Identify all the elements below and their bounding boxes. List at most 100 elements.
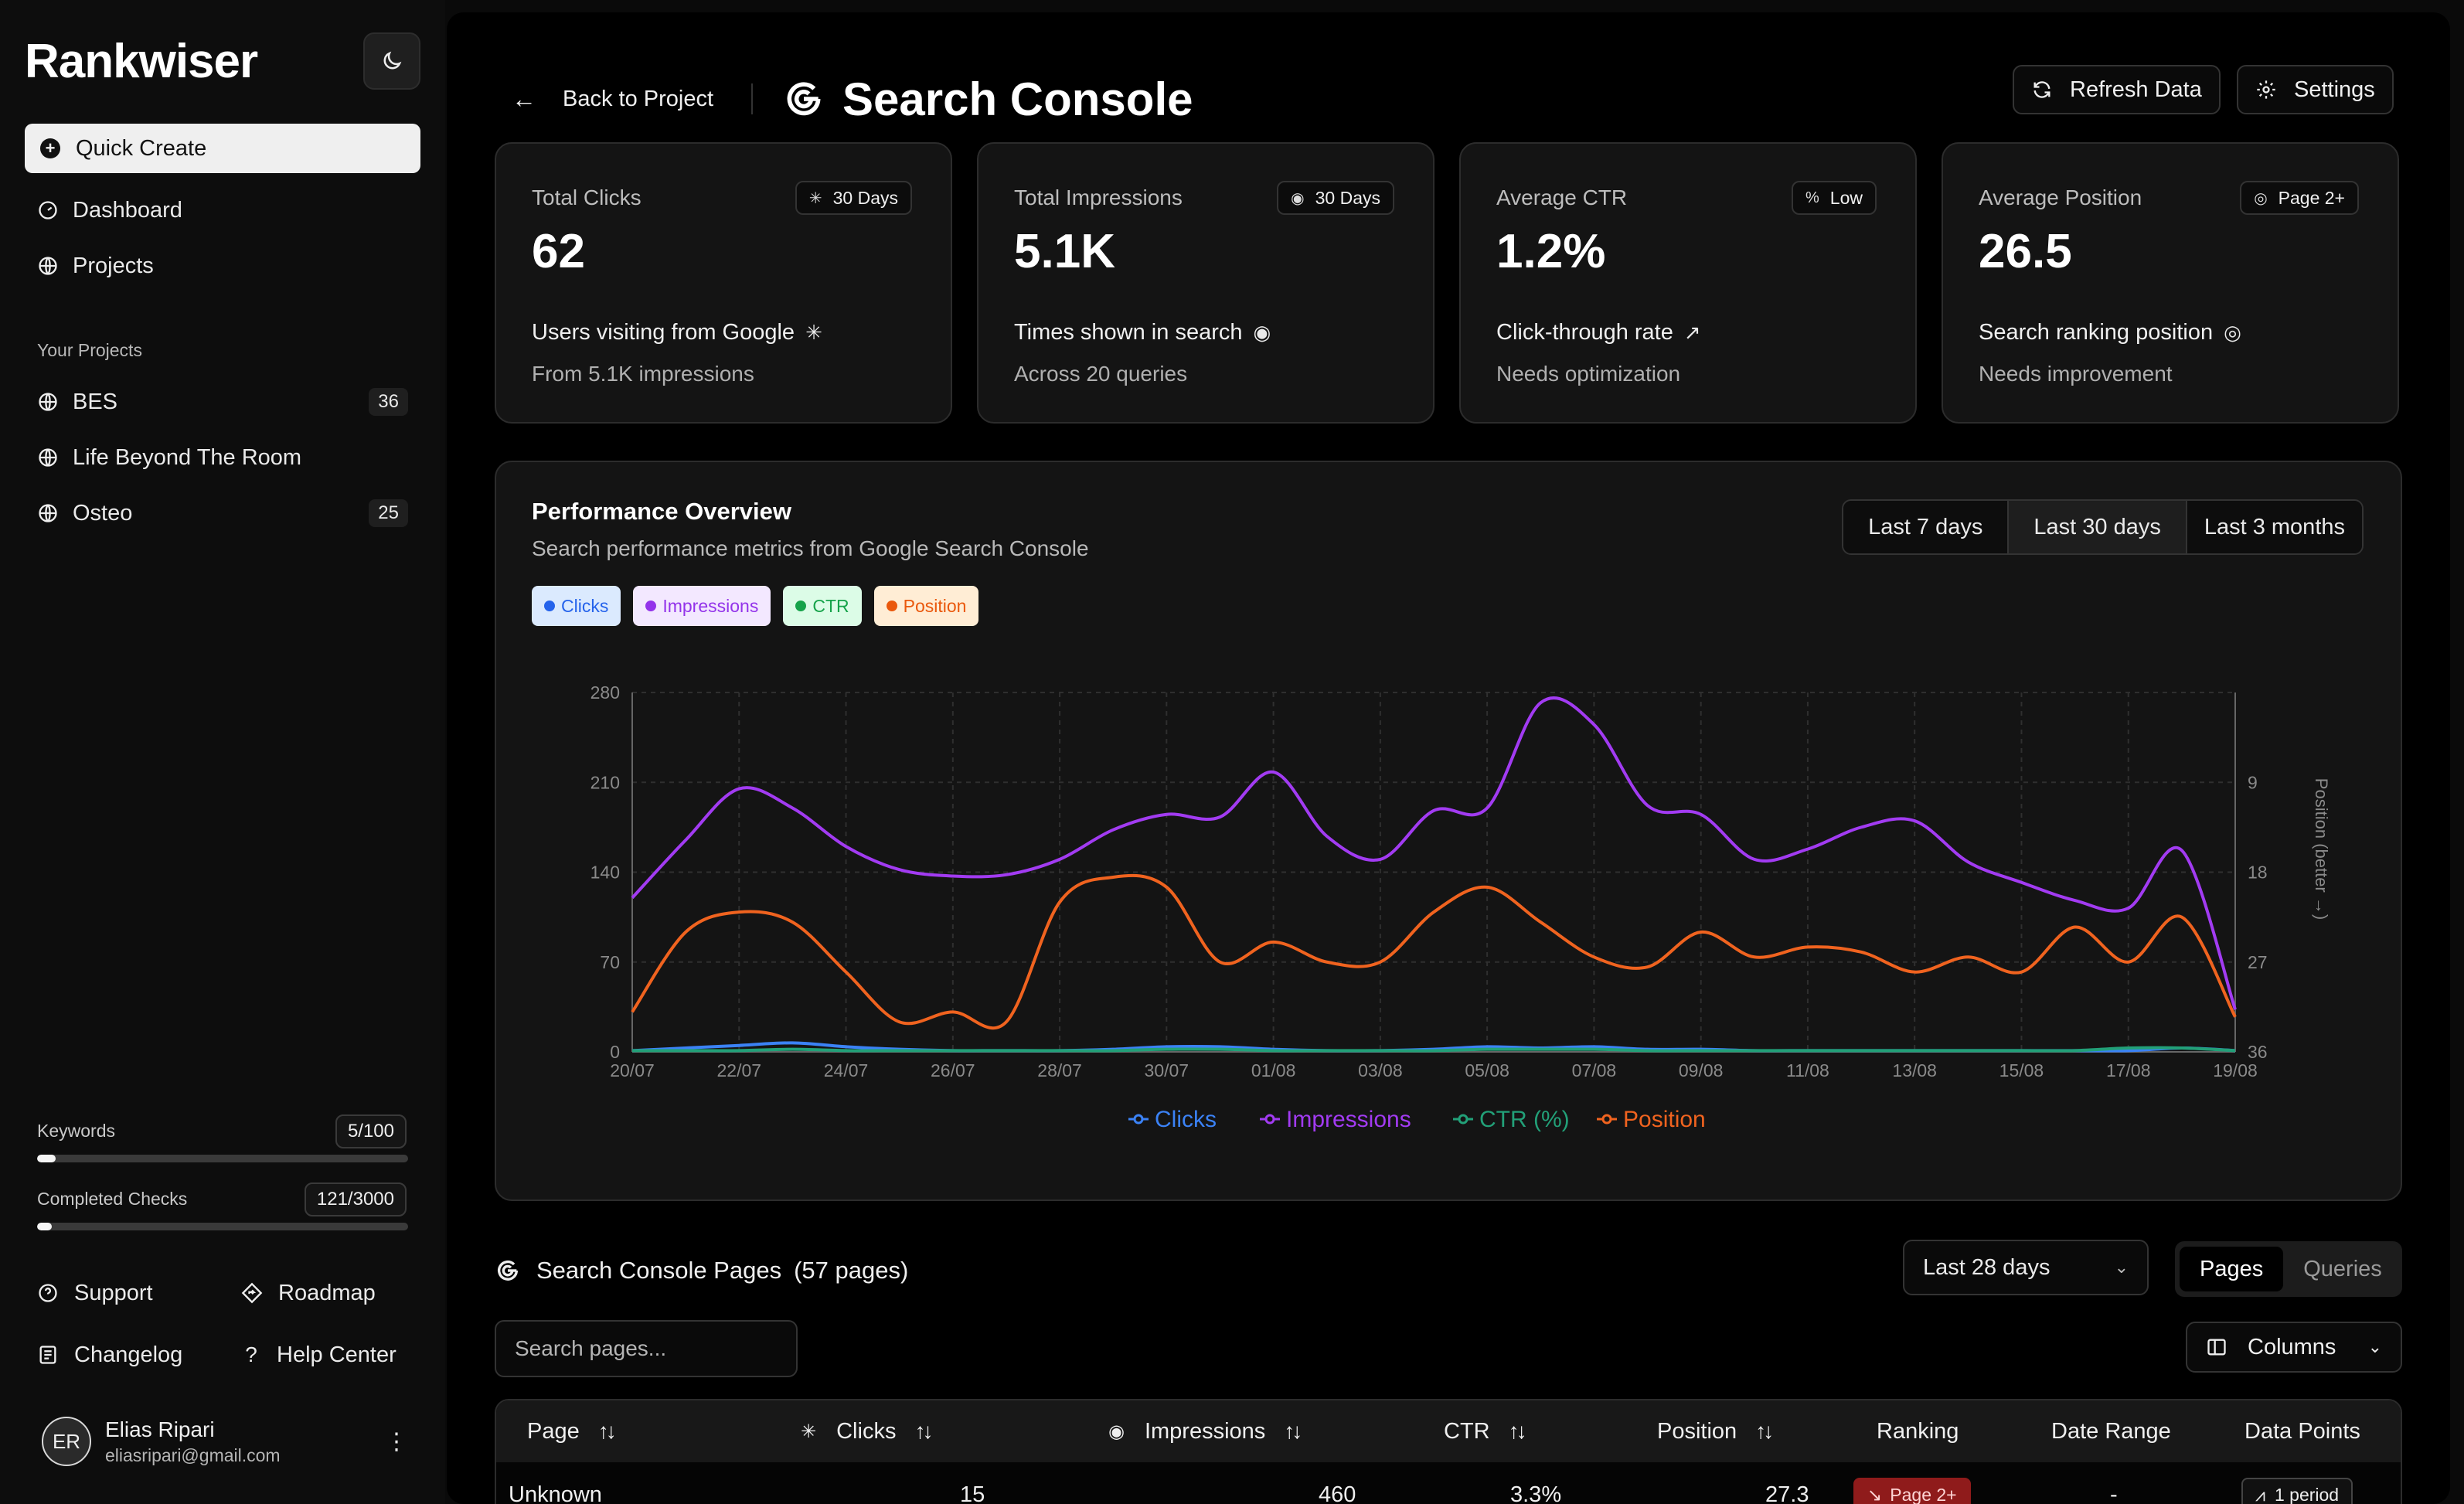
avatar: ER xyxy=(42,1417,91,1466)
refresh-icon xyxy=(2033,81,2050,98)
gauge-icon xyxy=(39,201,57,219)
target-icon: ◎ xyxy=(2254,189,2268,207)
x-tick-label: 30/07 xyxy=(1145,1060,1189,1080)
stat-subtext: Needs optimization xyxy=(1496,362,1681,386)
columns-button[interactable]: Columns ⌄ xyxy=(2186,1322,2402,1373)
tab-pages[interactable]: Pages xyxy=(2180,1247,2284,1291)
trending-down-icon: ↘ xyxy=(1867,1484,1883,1504)
sort-icon[interactable]: ↑↓ xyxy=(914,1419,933,1443)
project-item-bes[interactable]: BES 36 xyxy=(25,380,420,424)
changelog-link[interactable]: Changelog xyxy=(37,1336,182,1374)
legend-label: Impressions xyxy=(1286,1107,1411,1132)
checks-usage-fill xyxy=(37,1223,53,1230)
pages-table: Page ↑↓ ✳ Clicks ↑↓ ◉ Impressions ↑↓ CTR ↑↓ Po… xyxy=(495,1399,2402,1504)
tab-queries[interactable]: Queries xyxy=(2303,1256,2382,1281)
refresh-data-button[interactable]: Refresh Data xyxy=(2013,65,2221,114)
series-line-position xyxy=(631,873,2237,1029)
stat-card-total-impressions: Total Impressions ◉ 30 Days 5.1K Times sh… xyxy=(977,142,1434,424)
search-pages-input[interactable] xyxy=(495,1320,798,1377)
y-left-tick-label: 280 xyxy=(590,682,620,703)
y-left-tick-label: 70 xyxy=(600,952,620,972)
performance-chart: 0 70 140 210 280 20/07 22/07 24/07 26/07 28/07 30/… xyxy=(590,682,2331,1132)
x-tick-label: 13/08 xyxy=(1892,1060,1937,1080)
settings-button[interactable]: Settings xyxy=(2237,65,2394,114)
more-vertical-icon[interactable]: ⋮ xyxy=(385,1428,408,1455)
checks-usage-count: 121/3000 xyxy=(304,1182,407,1216)
sort-icon[interactable]: ↑↓ xyxy=(1508,1419,1527,1443)
sort-icon[interactable]: ↑↓ xyxy=(1284,1419,1302,1443)
column-header-ctr[interactable]: CTR ↑↓ xyxy=(1444,1400,1527,1462)
range-last-3-months[interactable]: Last 3 months xyxy=(2187,501,2362,553)
stat-label: Average Position xyxy=(1979,185,2142,209)
app-logo[interactable]: Rankwiser xyxy=(25,35,258,88)
pages-title-text: Search Console Pages xyxy=(536,1257,782,1284)
y-right-tick-label: 36 xyxy=(2248,1042,2268,1062)
column-header-date-range: Date Range xyxy=(2051,1400,2171,1462)
x-tick-label: 07/08 xyxy=(1572,1060,1617,1080)
stat-description: Click-through rate ↗ xyxy=(1496,320,1701,345)
chip-clicks[interactable]: Clicks xyxy=(532,586,621,626)
pages-queries-tabs: Pages Queries xyxy=(2175,1241,2402,1297)
legend-marker xyxy=(1264,1114,1275,1125)
column-header-page[interactable]: Page ↑↓ xyxy=(527,1400,617,1462)
sort-icon[interactable]: ↑↓ xyxy=(1755,1419,1774,1443)
range-last-30-days[interactable]: Last 30 days xyxy=(2009,501,2187,553)
cell-impressions: 460 xyxy=(1319,1482,1356,1504)
project-name: BES xyxy=(73,389,118,414)
roadmap-link[interactable]: Roadmap xyxy=(241,1274,376,1312)
project-item-life-beyond-the-room[interactable]: Life Beyond The Room xyxy=(25,436,420,479)
column-label: Ranking xyxy=(1877,1418,1959,1444)
x-tick-label: 20/07 xyxy=(610,1060,655,1080)
stat-description-text: Users visiting from Google xyxy=(532,320,795,345)
range-last-7-days[interactable]: Last 7 days xyxy=(1843,501,2010,553)
x-tick-label: 05/08 xyxy=(1465,1060,1509,1080)
theme-toggle-button[interactable] xyxy=(363,32,420,90)
user-profile[interactable]: ER Elias Ripari eliasripari@gmail.com ⋮ xyxy=(42,1414,420,1468)
column-header-impressions[interactable]: ◉ Impressions ↑↓ xyxy=(1108,1400,1302,1462)
chip-position[interactable]: Position xyxy=(873,586,979,626)
stat-subtext: From 5.1K impressions xyxy=(532,362,754,386)
stat-badge: ◉ 30 Days xyxy=(1277,181,1394,215)
x-tick-label: 24/07 xyxy=(824,1060,869,1080)
project-count-badge: 36 xyxy=(369,388,408,416)
x-tick-label: 11/08 xyxy=(1786,1060,1829,1080)
changelog-label: Changelog xyxy=(74,1342,183,1367)
date-range-toggle: Last 7 days Last 30 days Last 3 months xyxy=(1842,499,2364,555)
date-range-value: Last 28 days xyxy=(1923,1254,2050,1280)
percent-icon: % xyxy=(1805,189,1819,206)
support-link[interactable]: Support xyxy=(37,1274,153,1312)
sidebar-item-projects[interactable]: Projects xyxy=(25,244,420,288)
stat-badge-label: Low xyxy=(1829,187,1863,208)
stat-description-text: Click-through rate xyxy=(1496,320,1673,345)
stat-badge-label: 30 Days xyxy=(832,187,898,208)
google-g-icon xyxy=(497,1260,519,1281)
sidebar: Rankwiser + Quick Create Dashboard Proje… xyxy=(0,0,445,1504)
chip-ctr[interactable]: CTR xyxy=(783,586,862,626)
column-header-clicks[interactable]: ✳ Clicks ↑↓ xyxy=(801,1400,933,1462)
eye-icon: ◉ xyxy=(1108,1421,1125,1442)
back-to-project-link[interactable]: ← Back to Project xyxy=(512,74,713,124)
support-label: Support xyxy=(74,1280,153,1305)
chip-impressions[interactable]: Impressions xyxy=(633,586,771,626)
date-range-select[interactable]: Last 28 days ⌄ xyxy=(1903,1240,2149,1295)
back-label: Back to Project xyxy=(563,86,714,111)
stat-value: 26.5 xyxy=(1979,225,2072,278)
sort-icon[interactable]: ↑↓ xyxy=(597,1419,617,1443)
cell-page[interactable]: Unknown xyxy=(509,1482,602,1504)
chevron-down-icon: ⌄ xyxy=(2114,1257,2129,1277)
column-header-position[interactable]: Position ↑↓ xyxy=(1657,1400,1774,1462)
checks-usage-label: Completed Checks xyxy=(37,1189,188,1209)
cell-position: 27.3 xyxy=(1765,1482,1809,1504)
eye-icon: ◉ xyxy=(1291,189,1305,207)
stat-label: Average CTR xyxy=(1496,185,1628,209)
x-tick-label: 19/08 xyxy=(2213,1060,2258,1080)
click-icon: ✳ xyxy=(808,189,822,207)
sidebar-item-dashboard[interactable]: Dashboard xyxy=(25,189,420,232)
stat-badge-label: Page 2+ xyxy=(2278,187,2345,208)
stat-value: 1.2% xyxy=(1496,225,1606,278)
page-title-text: Search Console xyxy=(842,73,1193,125)
quick-create-button[interactable]: + Quick Create xyxy=(25,124,420,173)
quick-create-label: Quick Create xyxy=(76,135,207,161)
help-center-link[interactable]: ? Help Center xyxy=(241,1336,396,1374)
project-item-osteo[interactable]: Osteo 25 xyxy=(25,492,420,535)
